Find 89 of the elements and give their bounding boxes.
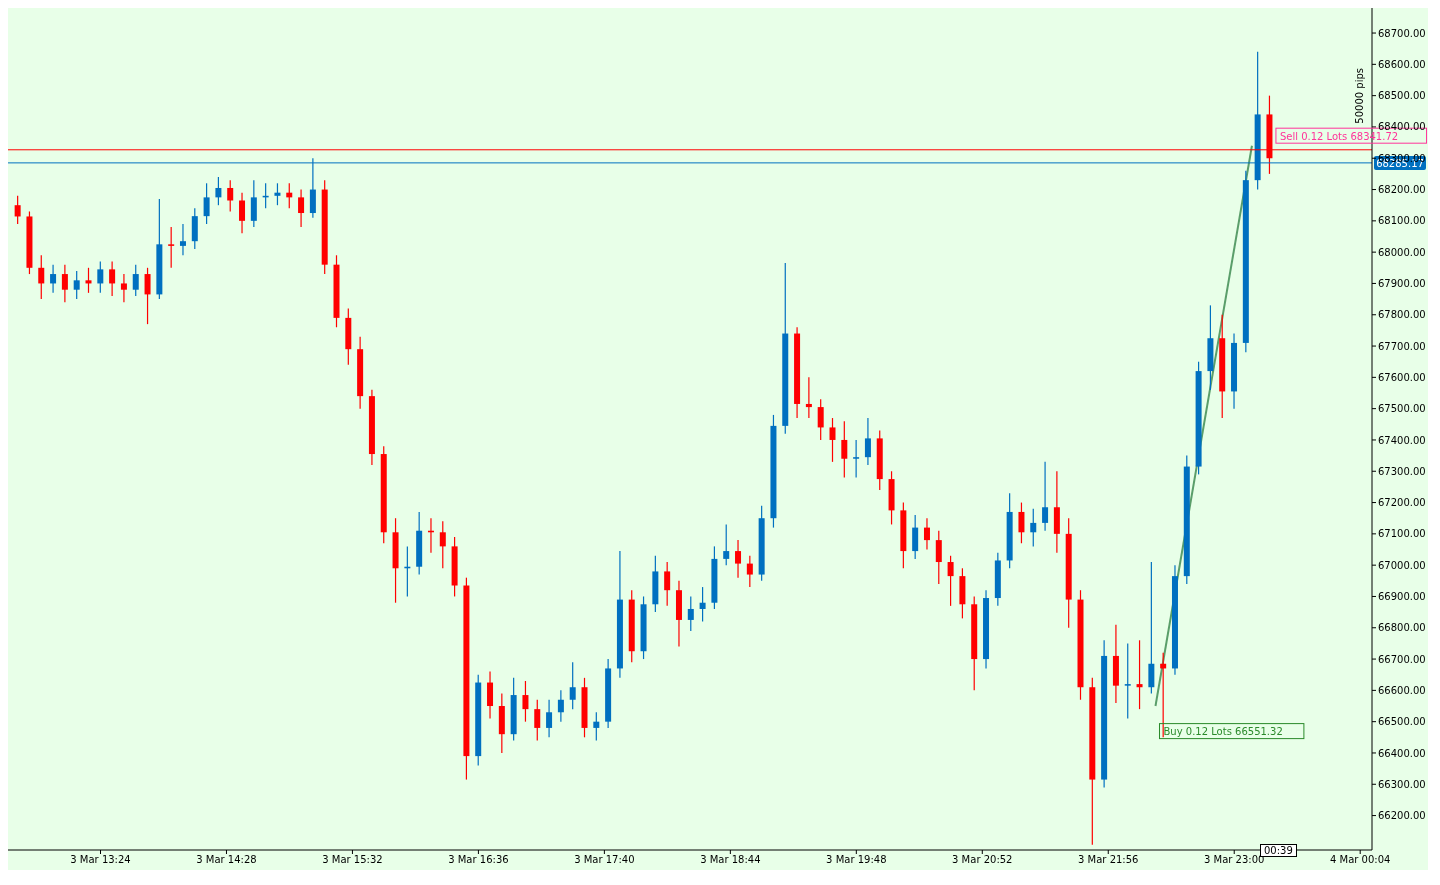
x-tick-label: 3 Mar 14:28 (196, 854, 257, 866)
y-tick-label: 67600.00 (1378, 371, 1426, 383)
y-tick-label: 66500.00 (1378, 716, 1426, 728)
y-tick-label: 68400.00 (1378, 121, 1426, 133)
candlestick (841, 420, 848, 479)
candlestick (50, 264, 57, 294)
candlestick (746, 555, 753, 588)
candlestick (534, 699, 541, 742)
candlestick (546, 699, 553, 738)
y-tick-label: 68100.00 (1378, 215, 1426, 227)
candlestick (853, 439, 860, 479)
candlestick (14, 195, 21, 225)
candlestick (439, 520, 446, 569)
annotation: 50000 pips (1354, 68, 1365, 124)
x-tick-label: 3 Mar 19:48 (826, 854, 887, 866)
candlestick (250, 179, 257, 228)
candlestick (168, 226, 175, 269)
candlestick (817, 398, 824, 441)
candlestick (227, 179, 234, 213)
candlestick (864, 417, 871, 466)
candlestick (1148, 561, 1155, 695)
candlestick (38, 254, 45, 300)
candlestick (239, 192, 246, 234)
candlestick (923, 517, 930, 551)
candlestick (687, 595, 694, 632)
candlestick (215, 176, 222, 206)
candlestick (1030, 508, 1037, 547)
y-tick-label: 68700.00 (1378, 27, 1426, 39)
candlestick (522, 680, 529, 723)
candlestick (912, 514, 919, 560)
candlestick (1124, 642, 1131, 720)
candlestick (1042, 461, 1049, 532)
y-tick-label: 67200.00 (1378, 497, 1426, 509)
y-tick-label: 66900.00 (1378, 591, 1426, 603)
candlestick (699, 586, 706, 623)
y-tick-label: 67100.00 (1378, 528, 1426, 540)
y-tick-label: 68000.00 (1378, 246, 1426, 258)
candlestick (569, 661, 576, 710)
candlestick (829, 417, 836, 463)
y-tick-label: 68500.00 (1378, 90, 1426, 102)
candlestick (723, 523, 730, 566)
candlestick (947, 555, 954, 607)
y-tick-label: 67000.00 (1378, 559, 1426, 571)
candlestick (557, 689, 564, 723)
y-tick-label: 66600.00 (1378, 684, 1426, 696)
annotation: 00:39 (1260, 844, 1297, 857)
y-tick-label: 66700.00 (1378, 653, 1426, 665)
y-tick-label: 67900.00 (1378, 278, 1426, 289)
y-tick-label: 67700.00 (1378, 340, 1426, 352)
candlestick (109, 260, 116, 297)
candlestick (120, 273, 127, 303)
candlestick (132, 264, 139, 297)
y-tick-label: 68600.00 (1378, 58, 1426, 70)
x-tick-label: 3 Mar 20:52 (952, 854, 1013, 866)
candlestick (203, 182, 210, 225)
y-tick-label: 67300.00 (1378, 465, 1426, 477)
candlestick (805, 376, 812, 419)
annotation: Buy 0.12 Lots 66551.32 (1163, 726, 1283, 738)
candlestick (85, 267, 92, 294)
candlestick (61, 264, 68, 303)
x-tick-label: 3 Mar 23:00 (1204, 854, 1265, 866)
y-tick-label: 66400.00 (1378, 747, 1426, 759)
y-tick-label: 66200.00 (1378, 810, 1426, 822)
candlestick (1018, 501, 1025, 544)
y-tick-label: 67400.00 (1378, 434, 1426, 446)
candlestick (179, 223, 186, 256)
x-tick-label: 4 Mar 00:04 (1329, 854, 1391, 866)
candlestick (487, 670, 494, 720)
candlestick (97, 260, 104, 294)
candlestick (298, 188, 305, 228)
y-tick-label: 67800.00 (1378, 309, 1426, 321)
y-tick-label: 66800.00 (1378, 622, 1426, 634)
x-tick-label: 3 Mar 16:36 (448, 854, 509, 866)
x-tick-label: 3 Mar 18:44 (700, 854, 761, 866)
candlestick (73, 270, 80, 300)
candlestick (144, 267, 151, 325)
candlestick (735, 539, 742, 579)
candlestick (274, 182, 281, 206)
x-tick-label: 3 Mar 21:56 (1078, 854, 1139, 866)
candlestick (593, 711, 600, 742)
y-tick-label: 66300.00 (1378, 778, 1426, 790)
x-tick-label: 3 Mar 13:24 (70, 854, 131, 866)
candlestick (664, 561, 671, 607)
y-tick-label: 68200.00 (1378, 184, 1426, 196)
candlestick (935, 530, 942, 585)
x-tick-label: 3 Mar 15:32 (322, 854, 383, 866)
y-tick-label: 67500.00 (1378, 403, 1426, 415)
candlestick (1136, 639, 1143, 710)
x-tick-label: 3 Mar 17:40 (574, 854, 635, 866)
